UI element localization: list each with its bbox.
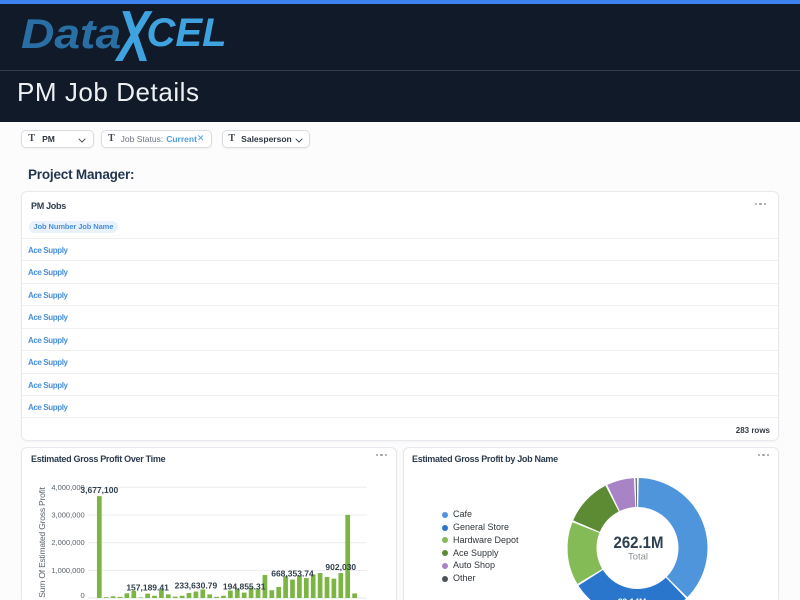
svg-text:4,000,000: 4,000,000 — [51, 483, 84, 492]
svg-text:157,189.41: 157,189.41 — [126, 583, 169, 593]
svg-text:Sum Of Estimated Gross Profit: Sum Of Estimated Gross Profit — [37, 486, 47, 597]
svg-text:233,630.79: 233,630.79 — [175, 581, 218, 591]
svg-text:0: 0 — [81, 591, 85, 600]
svg-text:262.1M: 262.1M — [614, 534, 664, 552]
svg-text:89.14M: 89.14M — [618, 597, 646, 600]
svg-text:2,000,000: 2,000,000 — [51, 538, 84, 547]
svg-text:668,353.74: 668,353.74 — [271, 569, 314, 579]
svg-text:194,855.31: 194,855.31 — [223, 582, 266, 592]
svg-text:902,030: 902,030 — [325, 562, 356, 572]
svg-text:Total: Total — [628, 552, 648, 563]
svg-text:1,000,000: 1,000,000 — [51, 566, 84, 575]
svg-text:3,677,100: 3,677,100 — [80, 485, 118, 495]
svg-text:3,000,000: 3,000,000 — [51, 511, 84, 520]
